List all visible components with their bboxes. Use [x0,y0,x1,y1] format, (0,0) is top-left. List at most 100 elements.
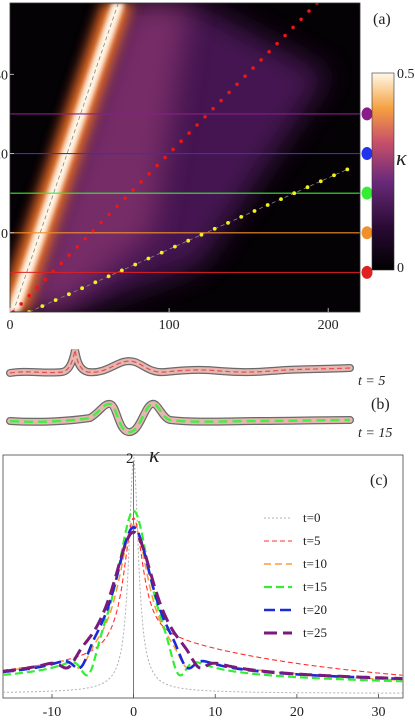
profile-y-tick-label: 2 [126,451,134,467]
panel-c: -10 0 10 20 30 2 κ (c) t=0 t=5 t=10 t=15 t=20 t=2… [2,442,404,720]
yellow-dot [212,226,217,231]
red-dot [99,220,103,225]
yellow-dot [133,262,138,267]
red-dot [187,131,191,135]
red-dot [259,58,263,62]
red-dot [227,90,231,95]
red-dot [243,74,247,78]
time-slice-marker-15 [361,186,373,200]
red-dot [11,310,15,312]
profile-curve-t=10 [2,524,403,681]
yellow-dot [199,232,204,237]
yellow-dot [252,209,257,213]
profile-x-ticks: -10 0 10 20 30 [43,694,386,720]
colorbar-symbol: κ [396,145,407,170]
red-dot [155,163,159,168]
red-dotted-line [11,3,319,312]
time-slice-lines [10,113,360,273]
filament-t15 [6,399,354,436]
heatmap-y-ticks: 10 20 30 [0,68,14,242]
profile-frame [2,454,404,699]
yellow-dot [305,185,310,190]
profile-legend: t=0 t=5 t=10 t=15 t=20 t=25 [264,510,327,640]
yellow-dotted-line [27,167,350,312]
red-dot [267,50,271,54]
time-slice-marker-5 [361,265,373,279]
yellow-dot [332,173,336,178]
x-tick-label: 100 [159,318,180,333]
x-tick-label: 0 [7,318,14,333]
profile-curve-t=5 [2,517,403,676]
yellow-dot [279,197,283,202]
profile-x-tick-label: 10 [208,705,222,720]
red-dot [35,285,39,290]
red-dot [91,228,95,233]
heatmap-inner-glow [22,3,190,312]
red-dot [115,204,119,209]
time-slice-markers [361,107,373,279]
red-dot [139,180,143,184]
red-dot [163,155,167,160]
time-slice-marker-20 [361,147,373,161]
yellow-dot [159,250,164,255]
profile-y-label: κ [149,442,160,467]
filament-t5 [6,349,354,377]
red-dot [75,245,79,249]
y-tick-label: 10 [0,227,8,242]
legend-label-t=20: t=20 [303,602,327,617]
panel-b-note-top: t = 5 [358,374,385,389]
x-tick-label: 200 [318,318,339,333]
red-dot [19,302,24,306]
red-dot [171,147,175,152]
yellow-dot [53,298,58,302]
red-dot [291,25,295,30]
profile-x-tick-label: 0 [130,705,137,720]
yellow-dot [40,304,45,308]
red-dot [307,9,311,13]
red-dot [299,17,303,22]
red-dot [59,261,63,266]
heatmap-frame [9,2,361,313]
profile-curve-t=15 [2,509,403,683]
colorbar [371,72,395,271]
red-dot [219,98,223,103]
profile-x-tick-label: 30 [372,705,386,720]
y-tick-label: 30 [0,68,8,83]
profile-x-tick-label: -10 [43,705,62,720]
red-dot [27,293,32,298]
red-dot [235,82,239,87]
yellow-dot [93,280,98,285]
red-dot [83,237,87,241]
colorbar-min-label: 0 [397,261,404,276]
legend-label-t=0: t=0 [303,510,320,525]
legend-label-t=5: t=5 [303,533,320,548]
yellow-dot [80,286,84,291]
red-dot [275,41,279,46]
yellow-dot [120,268,124,273]
yellow-dot [239,215,244,219]
profile-curves [2,457,403,694]
red-dot [251,66,255,70]
red-dot [211,106,215,111]
y-tick-label: 20 [0,148,8,163]
heatmap-x-ticks: 0 100 200 [7,308,339,333]
legend-label-t=15: t=15 [303,579,327,594]
time-slice-marker-10 [361,226,373,240]
red-dot [203,115,207,119]
panel-b-note-bottom: t = 15 [358,426,392,441]
panel-c-label: (c) [370,472,388,489]
red-dot [123,196,127,200]
profile-x-tick-label: 20 [290,705,304,720]
red-dot [43,277,47,282]
legend-label-t=10: t=10 [303,556,327,571]
heatmap-ridge-centerline [12,3,119,312]
yellow-dot [67,292,71,297]
panel-b-label: (b) [371,396,390,413]
yellow-dot [292,191,297,196]
heatmap-ridge-core [10,3,125,312]
yellow-dot [106,274,111,279]
yellow-dot [27,310,31,312]
red-dot [195,123,199,127]
yellow-dot [318,179,323,184]
panel-a: 0 100 200 10 20 30 (a) 0.5 0 κ [0,2,415,333]
